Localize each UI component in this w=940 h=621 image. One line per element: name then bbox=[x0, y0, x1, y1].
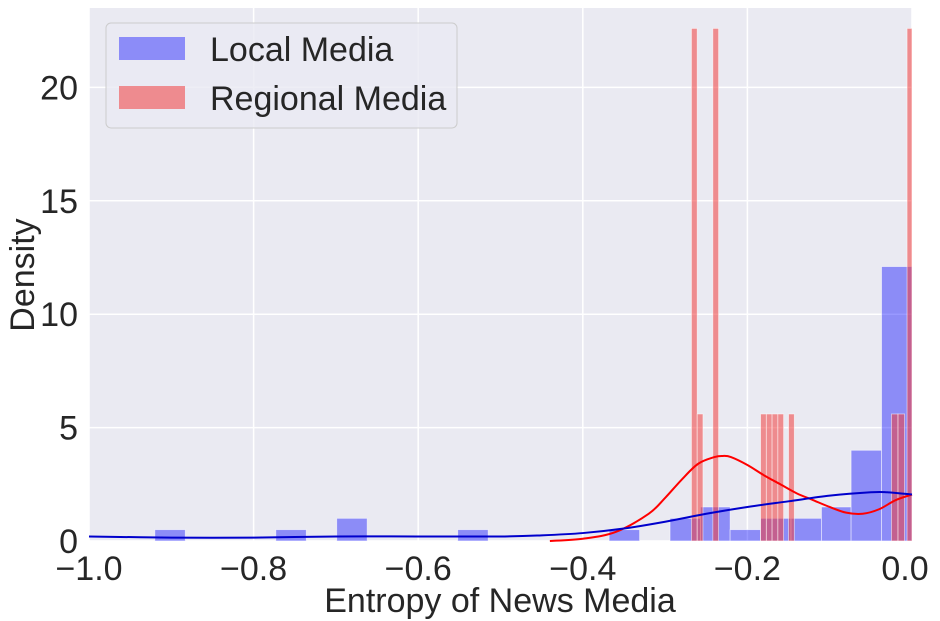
local-media-bar bbox=[457, 529, 489, 542]
regional-media-bar bbox=[691, 28, 698, 542]
x-axis-ticks: −1.0 −0.8 −0.6 −0.4 −0.2 0.0 bbox=[55, 550, 928, 588]
regional-media-bar bbox=[897, 413, 905, 542]
legend-box bbox=[105, 22, 458, 129]
regional-media-kde-line bbox=[549, 454, 913, 542]
local-media-bar bbox=[850, 449, 882, 542]
y-tick-label: 0 bbox=[59, 523, 78, 561]
local-media-kde-line bbox=[88, 490, 913, 539]
legend: Local Media Regional Media bbox=[105, 22, 458, 129]
regional-media-bars bbox=[691, 28, 913, 542]
x-tick-label: −0.8 bbox=[220, 550, 287, 588]
local-media-bar bbox=[608, 529, 640, 542]
local-media-bar bbox=[336, 517, 368, 542]
x-tick-label: −0.4 bbox=[549, 550, 616, 588]
y-tick-label: 5 bbox=[59, 410, 78, 448]
regional-media-bar bbox=[777, 413, 785, 542]
y-tick-label: 15 bbox=[40, 183, 78, 221]
local-media-bar bbox=[729, 529, 761, 542]
x-tick-label: −1.0 bbox=[55, 550, 122, 588]
x-axis-title: Entropy of News Media bbox=[324, 582, 676, 620]
regional-media-bar bbox=[788, 413, 795, 542]
x-tick-label: 0.0 bbox=[881, 550, 928, 588]
regional-media-bar bbox=[891, 413, 899, 542]
regional-media-bar bbox=[696, 413, 704, 542]
local-media-bar bbox=[154, 529, 186, 542]
local-media-bar bbox=[275, 529, 307, 542]
regional-media-bar bbox=[712, 28, 719, 542]
regional-media-bar bbox=[771, 413, 779, 542]
legend-swatch-regional bbox=[119, 86, 185, 109]
regional-media-bar bbox=[760, 413, 767, 542]
legend-label-local: Local Media bbox=[210, 31, 393, 69]
regional-media-bar bbox=[906, 28, 913, 542]
legend-label-regional: Regional Media bbox=[210, 80, 446, 118]
y-tick-label: 10 bbox=[40, 296, 78, 334]
y-axis-title: Density bbox=[4, 218, 42, 331]
y-tick-label: 20 bbox=[40, 69, 78, 107]
x-tick-label: −0.2 bbox=[714, 550, 781, 588]
local-media-bar bbox=[790, 517, 822, 542]
y-axis-ticks: 0 5 10 15 20 bbox=[40, 69, 78, 561]
x-tick-label: −0.6 bbox=[385, 550, 452, 588]
legend-swatch-local bbox=[119, 37, 185, 60]
kde-lines bbox=[88, 454, 913, 542]
